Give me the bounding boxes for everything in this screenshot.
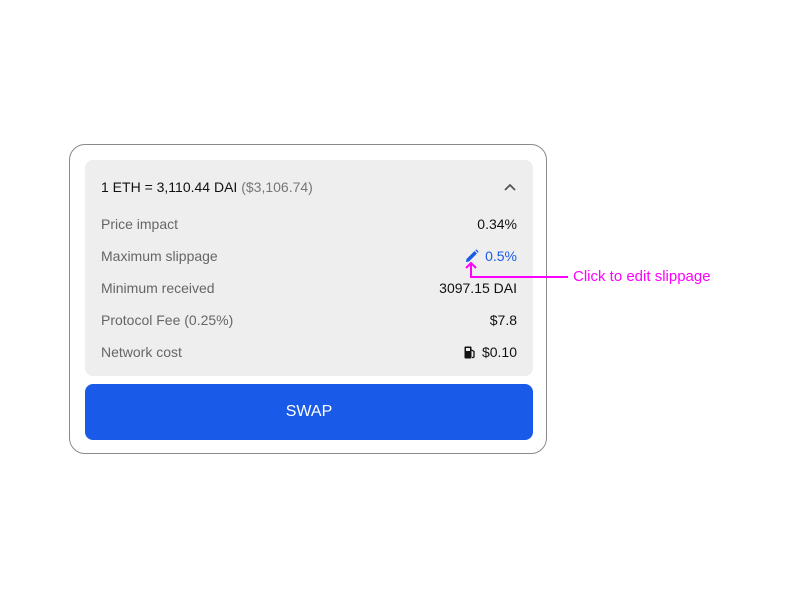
rate-summary[interactable]: 1 ETH = 3,110.44 DAI ($3,106.74) <box>101 177 517 197</box>
network-cost-row: Network cost $0.10 <box>101 342 517 362</box>
min-received-label: Minimum received <box>101 280 215 296</box>
price-impact-row: Price impact 0.34% <box>101 214 517 234</box>
annotation-label: Click to edit slippage <box>573 268 711 285</box>
swap-button[interactable]: SWAP <box>85 384 533 440</box>
price-impact-value: 0.34% <box>477 216 517 232</box>
rate-usd: ($3,106.74) <box>241 179 313 195</box>
max-slippage-label: Maximum slippage <box>101 248 218 264</box>
max-slippage-row: Maximum slippage 0.5% <box>101 246 517 266</box>
network-cost-value: $0.10 <box>481 344 517 360</box>
pencil-icon[interactable] <box>465 249 479 263</box>
gas-pump-icon <box>464 346 475 358</box>
edit-slippage-button[interactable]: 0.5% <box>465 248 517 264</box>
min-received-value: 3097.15 DAI <box>439 280 517 296</box>
protocol-fee-value: $7.8 <box>489 312 517 328</box>
rate-text: 1 ETH = 3,110.44 DAI <box>101 179 238 195</box>
network-cost-label: Network cost <box>101 344 182 360</box>
protocol-fee-row: Protocol Fee (0.25%) $7.8 <box>101 310 517 330</box>
swap-card <box>69 144 547 454</box>
swap-details-panel: 1 ETH = 3,110.44 DAI ($3,106.74) Price i… <box>85 160 533 376</box>
chevron-up-icon[interactable] <box>503 182 517 192</box>
min-received-row: Minimum received 3097.15 DAI <box>101 278 517 298</box>
price-impact-label: Price impact <box>101 216 179 232</box>
max-slippage-value: 0.5% <box>485 248 517 264</box>
protocol-fee-label: Protocol Fee (0.25%) <box>101 312 234 328</box>
exchange-rate: 1 ETH = 3,110.44 DAI ($3,106.74) <box>101 179 313 195</box>
